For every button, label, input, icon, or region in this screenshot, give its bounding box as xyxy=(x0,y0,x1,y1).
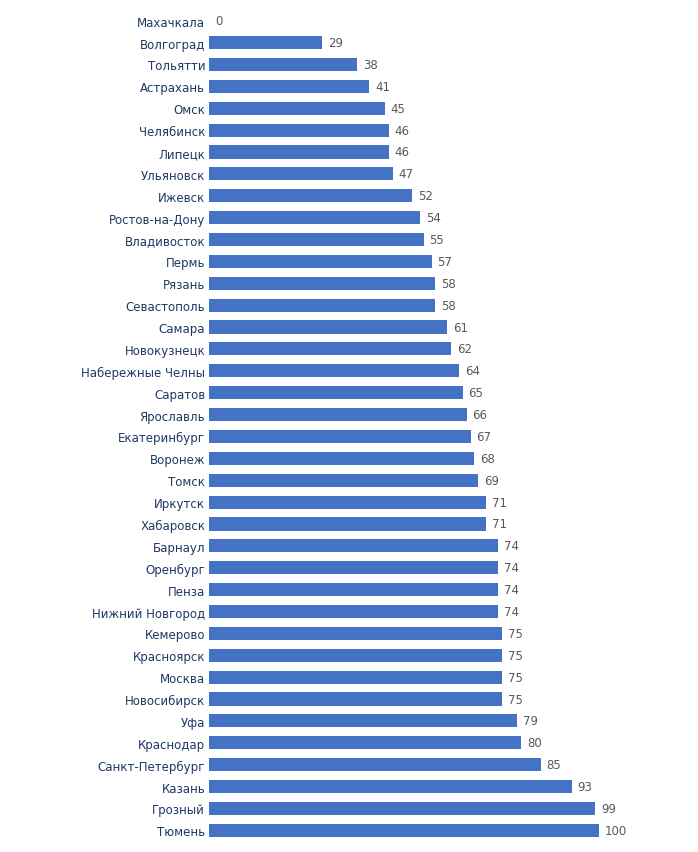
Text: 41: 41 xyxy=(375,81,390,94)
Bar xyxy=(209,278,436,291)
Bar xyxy=(209,671,502,684)
Text: 46: 46 xyxy=(394,147,410,159)
Text: 45: 45 xyxy=(391,102,406,116)
Bar xyxy=(209,321,447,334)
Text: 75: 75 xyxy=(507,693,522,705)
Bar xyxy=(209,147,389,159)
Text: 29: 29 xyxy=(328,37,343,50)
Text: 66: 66 xyxy=(473,409,487,422)
Bar xyxy=(209,736,521,750)
Bar xyxy=(209,627,502,640)
Bar xyxy=(209,539,498,553)
Text: 61: 61 xyxy=(453,321,468,334)
Bar xyxy=(209,430,470,444)
Bar xyxy=(209,299,436,313)
Bar xyxy=(209,474,478,487)
Bar xyxy=(209,561,498,574)
Bar xyxy=(209,256,431,268)
Bar xyxy=(209,715,517,728)
Bar xyxy=(209,59,357,72)
Bar xyxy=(209,584,498,596)
Text: 65: 65 xyxy=(468,387,484,400)
Bar xyxy=(209,758,541,771)
Bar xyxy=(209,496,486,509)
Text: 38: 38 xyxy=(364,59,378,72)
Text: 74: 74 xyxy=(504,561,519,574)
Bar xyxy=(209,802,595,815)
Text: 58: 58 xyxy=(441,278,456,291)
Bar xyxy=(209,693,502,705)
Bar xyxy=(209,387,463,400)
Text: 54: 54 xyxy=(426,212,440,225)
Bar xyxy=(209,168,392,181)
Bar xyxy=(209,780,572,793)
Text: 69: 69 xyxy=(484,475,499,487)
Text: 85: 85 xyxy=(547,758,561,771)
Bar xyxy=(209,649,502,662)
Text: 62: 62 xyxy=(457,343,472,356)
Text: 64: 64 xyxy=(465,365,480,377)
Text: 79: 79 xyxy=(523,715,538,728)
Text: 47: 47 xyxy=(399,168,413,181)
Text: 71: 71 xyxy=(492,496,507,509)
Text: 80: 80 xyxy=(527,736,542,750)
Text: 93: 93 xyxy=(578,780,593,793)
Text: 0: 0 xyxy=(215,15,223,28)
Text: 55: 55 xyxy=(429,233,445,247)
Text: 46: 46 xyxy=(394,124,410,137)
Text: 58: 58 xyxy=(441,299,456,313)
Text: 57: 57 xyxy=(438,256,452,268)
Text: 71: 71 xyxy=(492,518,507,531)
Bar xyxy=(209,124,389,137)
Bar xyxy=(209,452,475,465)
Text: 75: 75 xyxy=(507,649,522,662)
Text: 75: 75 xyxy=(507,671,522,684)
Text: 52: 52 xyxy=(418,190,433,203)
Text: 75: 75 xyxy=(507,627,522,640)
Text: 74: 74 xyxy=(504,539,519,553)
Text: 68: 68 xyxy=(480,452,495,465)
Text: 74: 74 xyxy=(504,605,519,619)
Bar xyxy=(209,37,322,50)
Bar xyxy=(209,212,419,225)
Text: 74: 74 xyxy=(504,584,519,596)
Text: 99: 99 xyxy=(601,802,616,815)
Text: 100: 100 xyxy=(605,824,628,837)
Bar xyxy=(209,518,486,531)
Bar xyxy=(209,365,459,378)
Bar xyxy=(209,408,466,422)
Text: 67: 67 xyxy=(476,430,491,443)
Bar xyxy=(209,190,412,203)
Bar xyxy=(209,343,451,356)
Bar xyxy=(209,102,385,116)
Bar xyxy=(209,605,498,619)
Bar xyxy=(209,81,369,94)
Bar xyxy=(209,824,599,837)
Bar xyxy=(209,233,424,247)
